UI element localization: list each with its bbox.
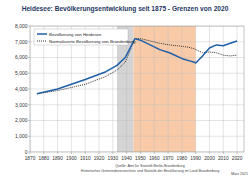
source-note: Quelle: Amt für Statistik Berlin-Branden… [115,164,185,168]
x-tick-label: 1950 [135,156,146,161]
grid-line [30,89,244,90]
tick [28,41,30,42]
grid-line [195,26,196,152]
legend-swatch [37,41,47,42]
grid-line [30,73,244,74]
date-note: März 2021 [231,172,248,176]
grid-line [30,57,244,58]
x-tick-label: 1880 [38,156,49,161]
source-note: Historisches Gemeindeverzeichnis und Sta… [81,169,219,173]
tick [57,152,58,154]
tick [28,152,30,153]
tick [43,152,44,154]
grid-line [30,136,244,137]
tick [28,89,30,90]
y-tick-label: 3,000 [15,102,28,108]
tick [85,152,86,154]
legend-label: Normalisierte Bevölkerung von Brandenbur… [49,39,136,44]
series-line [37,39,237,94]
tick [71,152,72,154]
tick [28,104,30,105]
x-tick-label: 2000 [204,156,215,161]
x-tick-label: 1960 [149,156,160,161]
tick [168,152,169,154]
tick [195,152,196,154]
y-tick-label: 7,000 [15,39,28,45]
y-tick-label: 6,000 [15,54,28,60]
series-line [37,39,237,94]
grid-line [181,26,182,152]
plot-frame [30,26,244,152]
x-tick-label: 1930 [108,156,119,161]
legend-label: Bevölkerung von Heidesee [49,32,102,37]
tick [112,152,113,154]
x-tick-label: 1900 [66,156,77,161]
grid-line [154,26,155,152]
y-tick-label: 5,000 [15,70,28,76]
tick [140,152,141,154]
y-tick-label: 0 [25,149,28,155]
tick [126,152,127,154]
y-tick-label: 4,000 [15,86,28,92]
tick [28,26,30,27]
tick [28,57,30,58]
tick [99,152,100,154]
tick [28,136,30,137]
x-tick-label: 1970 [163,156,174,161]
legend: Bevölkerung von Heidesee Normalisierte Be… [34,29,136,45]
grid-line [140,26,141,152]
tick [28,73,30,74]
x-tick-label: 1890 [52,156,63,161]
grid-line [237,26,238,152]
tick [30,152,31,154]
title: Heidesee: Bevölkerungsentwicklung seit 1… [22,5,229,13]
y-tick-label: 2,000 [15,117,28,123]
x-tick-label: 1910 [80,156,91,161]
tick [28,120,30,121]
x-tick-label: 2010 [218,156,229,161]
legend-swatch [37,33,47,35]
x-tick-label: 1920 [94,156,105,161]
tick [237,152,238,154]
grid-line [30,104,244,105]
x-tick-label: 1870 [25,156,36,161]
tick [154,152,155,154]
x-tick-label: 1940 [121,156,132,161]
x-tick-label: 1980 [177,156,188,161]
grid-line [209,26,210,152]
plot-area [30,26,244,152]
x-tick-label: 2020 [232,156,243,161]
grid-line [30,120,244,121]
x-tick-label: 1990 [190,156,201,161]
y-tick-label: 1,000 [15,133,28,139]
tick [181,152,182,154]
chart: Heidesee: Bevölkerungsentwicklung seit 1… [0,0,250,177]
tick [223,152,224,154]
tick [209,152,210,154]
y-tick-label: 8,000 [15,23,28,29]
